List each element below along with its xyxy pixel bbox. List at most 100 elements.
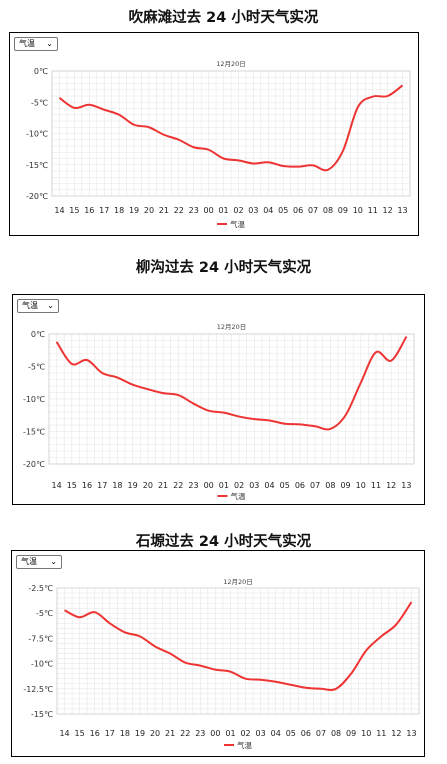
chart-1-panel: 气温 ⌄ 0℃ -5℃ -10℃ -15℃ -20℃ 14 15 16 17 18 19 20 21 22… [9, 32, 419, 236]
chart-3-title: 石塬过去 24 小时天气实况 [135, 534, 312, 550]
x-tick-label: 09 [340, 481, 350, 490]
y-tick-label: -10℃ [23, 395, 45, 404]
chart-2-panel: 气温 ⌄ 0℃ -5℃ -10℃ -15℃ -20℃ 14 15 16 17 18 19 20 21 22… [12, 294, 425, 505]
x-tick-label: 15 [69, 206, 79, 215]
y-tick-label: -10℃ [31, 660, 53, 669]
y-tick-label: -5℃ [31, 98, 48, 107]
series-line-temperature [64, 601, 413, 691]
x-tick-label: 22 [180, 729, 190, 738]
x-tick-label: 21 [158, 481, 168, 490]
x-tick-label: 14 [52, 481, 62, 490]
chart-2-variable-select[interactable]: 气温 ⌄ [17, 299, 59, 313]
chart-2-svg: 0℃ -5℃ -10℃ -15℃ -20℃ 14 15 16 17 18 19 20 21 22 23 00 0… [23, 323, 415, 501]
x-tick-label: 21 [165, 729, 175, 738]
x-tick-label: 17 [97, 481, 107, 490]
date-label: 12月20日 [216, 60, 246, 68]
x-tick-label: 15 [75, 729, 85, 738]
x-tick-label: 16 [90, 729, 100, 738]
x-tick-label: 08 [331, 729, 341, 738]
legend-label: 气温 [231, 491, 246, 501]
x-tick-label: 10 [356, 481, 366, 490]
y-tick-label: -12.5℃ [23, 685, 53, 694]
x-tick-label: 08 [323, 206, 333, 215]
x-tick-label: 12 [386, 481, 396, 490]
x-tick-label: 02 [233, 206, 243, 215]
x-tick-label: 17 [105, 729, 115, 738]
x-tick-label: 17 [99, 206, 109, 215]
chart-1-variable-select[interactable]: 气温 ⌄ [14, 37, 58, 51]
y-tick-label: -20℃ [23, 460, 45, 469]
x-tick-label: 22 [173, 481, 183, 490]
x-tick-label: 19 [135, 729, 145, 738]
chart-1-title: 吹麻滩过去 24 小时天气实况 [128, 10, 319, 26]
x-tick-label: 19 [128, 481, 138, 490]
x-tick-label: 13 [401, 481, 411, 490]
x-tick-label: 06 [301, 729, 311, 738]
legend-label: 气温 [230, 219, 245, 229]
x-tick-label: 07 [316, 729, 326, 738]
x-tick-label: 04 [263, 206, 273, 215]
x-tick-label: 22 [174, 206, 184, 215]
chevron-down-icon: ⌄ [47, 301, 54, 310]
y-tick-label: -15℃ [26, 161, 48, 170]
x-tick-label: 05 [278, 206, 288, 215]
x-tick-label: 14 [59, 729, 69, 738]
x-tick-label: 18 [114, 206, 124, 215]
x-tick-label: 06 [295, 481, 305, 490]
x-tick-label: 13 [406, 729, 416, 738]
x-tick-label: 12 [391, 729, 401, 738]
x-tick-label: 19 [129, 206, 139, 215]
series-line-temperature [55, 336, 408, 431]
x-tick-label: 11 [376, 729, 386, 738]
chart-3-variable-select[interactable]: 气温 ⌄ [16, 555, 62, 569]
x-tick-label: 03 [256, 729, 266, 738]
y-tick-label: -7.5℃ [28, 634, 53, 643]
plot-border [51, 70, 411, 197]
x-tick-label: 23 [188, 481, 198, 490]
x-tick-label: 04 [264, 481, 274, 490]
legend-label: 气温 [237, 740, 252, 750]
y-tick-label: -10℃ [26, 130, 48, 139]
chart-2-title: 柳沟过去 24 小时天气实况 [135, 260, 312, 276]
x-tick-label: 01 [225, 729, 235, 738]
series-line-temperature [58, 84, 404, 172]
y-tick-label: -2.5℃ [28, 584, 53, 593]
x-tick-label: 01 [218, 206, 228, 215]
y-tick-label: 0℃ [34, 67, 48, 76]
grid [51, 70, 411, 197]
x-tick-label: 00 [210, 729, 220, 738]
x-tick-label: 20 [144, 206, 154, 215]
x-tick-label: 01 [219, 481, 229, 490]
x-tick-label: 07 [310, 481, 320, 490]
chart-2-select-value: 气温 [22, 301, 38, 310]
x-tick-label: 09 [346, 729, 356, 738]
chart-1-svg: 0℃ -5℃ -10℃ -15℃ -20℃ 14 15 16 17 18 19 20 21 22 23 00 0… [26, 60, 411, 229]
x-tick-label: 07 [308, 206, 318, 215]
date-label: 12月20日 [217, 323, 247, 331]
x-tick-label: 16 [82, 481, 92, 490]
x-tick-label: 00 [204, 481, 214, 490]
x-tick-label: 18 [112, 481, 122, 490]
x-tick-label: 13 [397, 206, 407, 215]
y-tick-label: -20℃ [26, 192, 48, 201]
chart-3-panel: 气温 ⌄ -2.5℃ -5℃ -7.5℃ -10℃ -12.5℃ -15℃ 14 15 16 17… [11, 550, 425, 757]
x-tick-label: 03 [248, 206, 258, 215]
y-tick-label: -15℃ [31, 710, 53, 719]
x-tick-label: 00 [204, 206, 214, 215]
x-tick-label: 11 [368, 206, 378, 215]
x-tick-label: 12 [383, 206, 393, 215]
x-tick-label: 10 [361, 729, 371, 738]
date-label: 12月20日 [223, 578, 253, 586]
x-tick-label: 23 [195, 729, 205, 738]
x-tick-label: 21 [159, 206, 169, 215]
chevron-down-icon: ⌄ [46, 39, 53, 48]
x-tick-label: 23 [189, 206, 199, 215]
x-tick-label: 18 [120, 729, 130, 738]
grid [48, 333, 415, 465]
x-tick-label: 03 [249, 481, 259, 490]
x-tick-label: 06 [293, 206, 303, 215]
y-tick-label: -5℃ [28, 363, 45, 372]
chevron-down-icon: ⌄ [50, 557, 57, 566]
x-tick-label: 02 [234, 481, 244, 490]
chart-1-select-value: 气温 [19, 39, 35, 48]
